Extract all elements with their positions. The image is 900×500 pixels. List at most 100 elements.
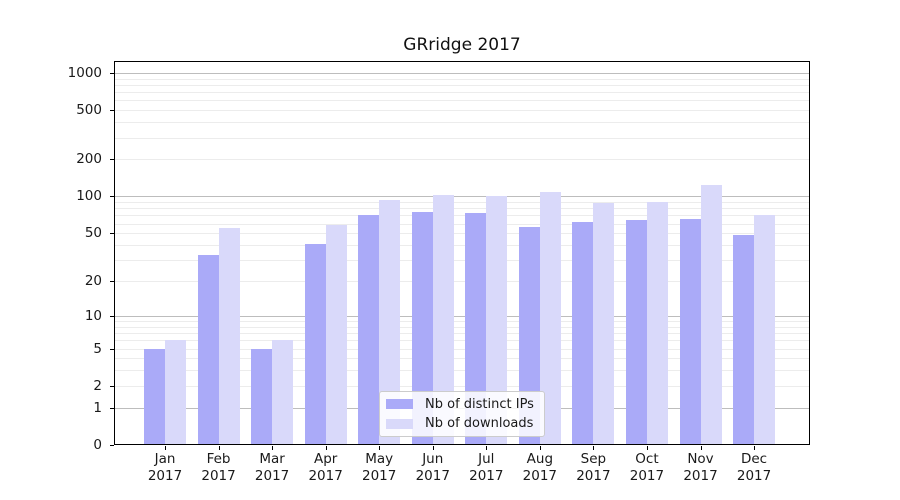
x-tick-year-dec: 2017 (736, 468, 772, 484)
bar-nb-of-distinct-ips-feb (197, 255, 219, 445)
legend-swatch-distinct-ips (386, 399, 413, 410)
y-tick-label-10: 10 (84, 307, 102, 324)
y-tick-50 (110, 233, 114, 235)
gridline-major-100 (114, 196, 810, 198)
bar-nb-of-distinct-ips-sep (572, 221, 594, 445)
bar-nb-of-downloads-aug (539, 191, 561, 445)
bar-nb-of-downloads-nov (700, 184, 722, 445)
x-tick-label-sep: Sep 2017 (565, 451, 621, 485)
y-tick-200 (110, 159, 114, 161)
legend-item-downloads: Nb of downloads (386, 414, 538, 433)
legend-label-downloads: Nb of downloads (425, 416, 534, 432)
y-tick-label-1: 1 (93, 399, 102, 416)
gridline-minor-30 (114, 260, 810, 262)
bar-nb-of-downloads-may (379, 199, 401, 445)
x-tick-month-mar: Mar (259, 451, 285, 467)
gridline-major-1000 (114, 72, 810, 74)
bar-nb-of-downloads-mar (272, 340, 294, 445)
legend-label-distinct-ips: Nb of distinct IPs (425, 396, 534, 412)
gridline-minor-6 (114, 340, 810, 342)
x-tick-month-apr: Apr (313, 451, 338, 467)
x-tick-nov (700, 446, 702, 450)
y-tick-label-500: 500 (76, 102, 102, 119)
y-tick-0 (110, 445, 114, 446)
bar-nb-of-downloads-sep (593, 203, 615, 445)
x-tick-month-jul: Jul (478, 451, 495, 467)
x-tick-dec (754, 446, 756, 450)
bar-nb-of-distinct-ips-dec (733, 235, 755, 445)
legend: Nb of distinct IPs Nb of downloads (379, 391, 545, 437)
x-tick-year-sep: 2017 (576, 468, 611, 484)
bar-nb-of-downloads-feb (218, 228, 240, 445)
x-tick-label-may: May 2017 (351, 451, 407, 485)
bar-nb-of-distinct-ips-nov (679, 218, 701, 445)
x-tick-month-jun: Jun (422, 451, 444, 467)
bar-nb-of-downloads-jul (486, 195, 508, 445)
x-tick-month-oct: Oct (635, 451, 659, 467)
x-tick-year-aug: 2017 (522, 468, 558, 484)
bar-nb-of-distinct-ips-may (358, 214, 380, 445)
x-tick-month-aug: Aug (526, 451, 554, 467)
bar-nb-of-downloads-apr (325, 225, 347, 445)
gridline-minor-500 (114, 110, 810, 112)
bar-nb-of-distinct-ips-aug (518, 227, 540, 445)
y-tick-10 (110, 315, 114, 317)
x-tick-year-oct: 2017 (629, 468, 665, 484)
x-tick-year-feb: 2017 (201, 468, 236, 484)
gridline-minor-3 (114, 370, 810, 372)
bar-nb-of-distinct-ips-jul (465, 213, 487, 445)
y-tick-label-50: 50 (84, 225, 102, 242)
y-tick-1000 (110, 72, 114, 74)
gridline-minor-300 (114, 137, 810, 139)
x-tick-sep (593, 446, 595, 450)
x-tick-label-aug: Aug 2017 (512, 451, 568, 485)
gridline-minor-60 (114, 223, 810, 225)
x-tick-month-may: May (365, 451, 394, 467)
x-tick-month-nov: Nov (687, 451, 714, 467)
x-tick-may (379, 446, 381, 450)
x-tick-jan (165, 446, 166, 450)
x-tick-label-mar: Mar 2017 (244, 451, 300, 485)
gridline-minor-50 (114, 233, 810, 235)
x-tick-year-may: 2017 (362, 468, 397, 484)
y-tick-20 (110, 281, 114, 283)
x-tick-label-jan: Jan 2017 (137, 451, 193, 485)
gridline-minor-80 (114, 208, 810, 210)
y-tick-2 (110, 385, 114, 387)
x-tick-year-nov: 2017 (683, 468, 718, 484)
y-tick-label-100: 100 (76, 188, 102, 205)
bar-nb-of-distinct-ips-oct (625, 220, 647, 445)
gridline-minor-40 (114, 245, 810, 246)
x-tick-month-dec: Dec (740, 451, 768, 467)
x-tick-month-sep: Sep (580, 451, 607, 467)
gridline-minor-800 (114, 84, 810, 86)
gridline-minor-200 (114, 159, 810, 161)
bar-nb-of-downloads-jan (165, 340, 186, 445)
y-tick-label-20: 20 (84, 273, 102, 290)
x-tick-label-apr: Apr 2017 (298, 451, 354, 485)
bar-nb-of-distinct-ips-jan (144, 348, 165, 445)
gridline-minor-7 (114, 333, 810, 335)
y-tick-label-5: 5 (93, 340, 102, 357)
gridline-minor-600 (114, 100, 810, 102)
x-tick-year-jun: 2017 (415, 468, 450, 484)
gridline-minor-900 (114, 78, 810, 80)
legend-swatch-downloads (386, 418, 413, 429)
y-tick-5 (110, 348, 114, 350)
x-tick-label-jun: Jun 2017 (405, 451, 461, 485)
y-tick-label-200: 200 (76, 151, 102, 168)
y-tick-500 (110, 110, 114, 112)
x-tick-year-apr: 2017 (308, 468, 343, 484)
x-tick-year-jan: 2017 (147, 468, 183, 484)
gridline-minor-700 (114, 92, 810, 94)
gridline-minor-9 (114, 321, 810, 322)
x-tick-label-oct: Oct 2017 (619, 451, 675, 485)
x-tick-year-jul: 2017 (469, 468, 504, 484)
x-tick-label-dec: Dec 2017 (726, 451, 782, 485)
bar-nb-of-downloads-oct (646, 202, 668, 445)
y-tick-label-1000: 1000 (67, 64, 102, 81)
gridline-minor-4 (114, 358, 810, 360)
x-tick-feb (218, 446, 220, 450)
y-tick-label-2: 2 (93, 377, 102, 394)
